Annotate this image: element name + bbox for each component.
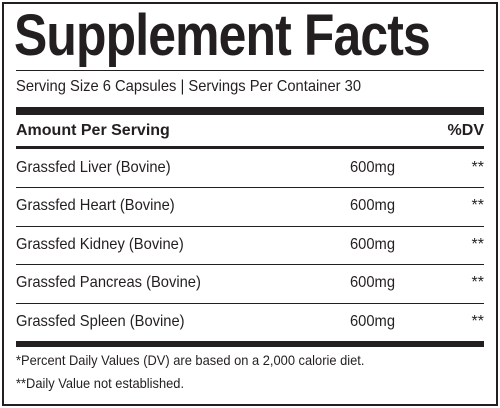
ingredient-name: Grassfed Kidney (Bovine) xyxy=(16,235,184,253)
row-rule xyxy=(16,264,484,266)
ingredient-name: Grassfed Pancreas (Bovine) xyxy=(16,274,201,292)
column-header: %DV xyxy=(447,122,484,139)
rule xyxy=(16,70,484,71)
ingredient-amount: 600mg xyxy=(350,235,396,253)
row-rule xyxy=(16,302,484,304)
thick-rule xyxy=(16,107,484,115)
daily-value: ** xyxy=(471,312,484,330)
ingredient-amount: 600mg xyxy=(350,197,396,215)
ingredient-name: Grassfed Liver (Bovine) xyxy=(16,159,171,176)
daily-value: ** xyxy=(471,274,484,292)
ingredient-name: Grassfed Spleen (Bovine) xyxy=(16,312,185,330)
thick-rule xyxy=(16,341,484,347)
daily-value: ** xyxy=(471,235,484,253)
column-header: Amount Per Serving xyxy=(16,122,170,139)
title: Supplement Facts xyxy=(14,3,431,68)
ingredient-name: Grassfed Heart (Bovine) xyxy=(16,197,175,215)
ingredient-amount: 600mg xyxy=(350,274,396,292)
row-rule xyxy=(16,187,484,189)
daily-value: ** xyxy=(471,159,484,176)
ingredient-amount: 600mg xyxy=(350,159,396,176)
ingredient-amount: 600mg xyxy=(350,312,396,330)
daily-value: ** xyxy=(471,197,484,215)
rule xyxy=(16,146,484,149)
row-rule xyxy=(16,225,484,227)
footnote: **Daily Value not established. xyxy=(16,375,185,391)
serving-info: Serving Size 6 Capsules | Servings Per C… xyxy=(16,78,362,95)
footnote: *Percent Daily Values (DV) are based on … xyxy=(16,352,365,368)
